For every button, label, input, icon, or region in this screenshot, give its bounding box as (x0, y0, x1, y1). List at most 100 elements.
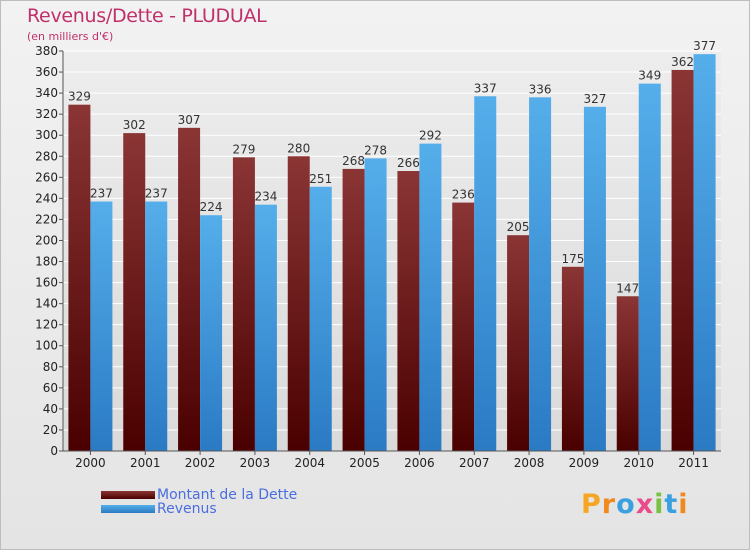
x-tick-label: 2004 (294, 456, 325, 470)
x-tick-label: 2009 (569, 456, 600, 470)
y-tick-label: 220 (35, 212, 58, 226)
x-tick-label: 2006 (404, 456, 435, 470)
data-label-debt: 266 (397, 156, 420, 170)
data-label-revenue: 292 (419, 129, 442, 143)
logo-letter: t (664, 489, 679, 520)
data-label-revenue: 327 (583, 92, 606, 106)
bar-debt (452, 202, 475, 451)
y-tick-label: 260 (35, 170, 58, 184)
y-tick-label: 300 (35, 128, 58, 142)
bar-revenue (529, 97, 552, 451)
data-label-revenue: 349 (638, 69, 661, 83)
data-label-debt: 302 (123, 118, 146, 132)
y-tick-label: 60 (43, 381, 58, 395)
logo-letter: P (581, 489, 602, 520)
plot-area (63, 51, 721, 451)
data-label-revenue: 278 (364, 143, 387, 157)
data-label-revenue: 224 (200, 200, 223, 214)
bar-revenue (145, 201, 168, 451)
data-label-debt: 280 (287, 141, 310, 155)
bar-debt (342, 168, 365, 452)
x-tick-label: 2008 (514, 456, 545, 470)
data-label-revenue: 237 (145, 187, 168, 201)
gridlines (63, 50, 721, 452)
plot-background (63, 51, 721, 451)
data-label-debt: 307 (178, 113, 201, 127)
y-tick-label: 80 (43, 360, 58, 374)
bar-revenue (583, 106, 606, 451)
x-tick-label: 2011 (678, 456, 709, 470)
legend-swatch-debt (101, 491, 155, 499)
x-tick-label: 2007 (459, 456, 490, 470)
bar-debt (178, 127, 201, 451)
y-tick-label: 200 (35, 233, 58, 247)
data-label-debt: 268 (342, 154, 365, 168)
legend-label-revenue: Revenus (157, 501, 217, 517)
bar-revenue (90, 201, 113, 451)
logo-letter: r (601, 489, 617, 520)
legend-label-debt: Montant de la Dette (157, 487, 298, 503)
data-label-revenue: 251 (309, 172, 332, 186)
bar-debt (507, 235, 530, 451)
data-label-debt: 362 (671, 55, 694, 69)
bar-revenue (474, 96, 497, 452)
x-axis-ticks: 2000 2001 2002 2003 2004 2005 2006 2007 2008 2009… (75, 451, 709, 470)
data-label-revenue: 377 (693, 39, 716, 53)
data-label-revenue: 337 (474, 81, 497, 95)
data-label-debt: 236 (452, 188, 475, 202)
y-tick-label: 360 (35, 65, 58, 79)
data-label-revenue: 237 (90, 187, 113, 201)
logo-letter: i (678, 489, 689, 520)
bar-revenue (693, 54, 716, 451)
logo-letter: o (616, 489, 636, 520)
legend-swatch-revenue (101, 505, 155, 513)
y-axis-ticks: 0 20 40 60 80 100 120 140 160 180 200 220 240 260 280 3… (35, 44, 63, 458)
bar-debt (68, 104, 91, 452)
chart-subtitle: (en milliers d'€) (27, 30, 114, 43)
bar-debt (287, 156, 310, 451)
x-tick-label: 2003 (240, 456, 271, 470)
x-tick-label: 2005 (349, 456, 380, 470)
y-tick-label: 40 (43, 402, 58, 416)
bar-debt (123, 133, 146, 451)
data-label-debt: 175 (561, 252, 584, 266)
logo-letter: i (654, 489, 665, 520)
bar-revenue (200, 215, 223, 451)
y-tick-label: 320 (35, 107, 58, 121)
y-tick-label: 340 (35, 86, 58, 100)
x-tick-label: 2000 (75, 456, 106, 470)
legend-item-debt: Montant de la Dette (101, 487, 297, 503)
logo-letter: x (635, 489, 655, 520)
y-tick-label: 100 (35, 339, 58, 353)
y-tick-label: 20 (43, 423, 58, 437)
data-label-debt: 279 (232, 142, 255, 156)
legend-item-revenue: Revenus (101, 501, 217, 517)
y-tick-label: 120 (35, 318, 58, 332)
x-tick-label: 2001 (130, 456, 161, 470)
axes (62, 51, 721, 452)
chart-title: Revenus/Dette - PLUDUAL (27, 5, 267, 27)
data-label-revenue: 336 (529, 82, 552, 96)
y-tick-label: 380 (35, 44, 58, 58)
bar-revenue (419, 143, 442, 451)
bars (68, 54, 716, 452)
bar-revenue (254, 204, 277, 451)
bar-debt (561, 266, 584, 451)
bar-debt (397, 171, 420, 451)
bar-revenue (638, 83, 661, 451)
proxiti-logo: Proxiti (581, 489, 689, 520)
data-label-debt: 329 (68, 90, 91, 104)
y-tick-label: 180 (35, 255, 58, 269)
data-label-debt: 147 (616, 281, 639, 295)
y-tick-label: 140 (35, 297, 58, 311)
data-label-debt: 205 (507, 220, 530, 234)
bar-revenue (309, 186, 332, 451)
x-tick-label: 2010 (623, 456, 654, 470)
y-tick-label: 240 (35, 191, 58, 205)
y-tick-label: 160 (35, 276, 58, 290)
x-tick-label: 2002 (185, 456, 216, 470)
data-label-revenue: 234 (254, 190, 277, 204)
bar-debt (232, 157, 255, 451)
